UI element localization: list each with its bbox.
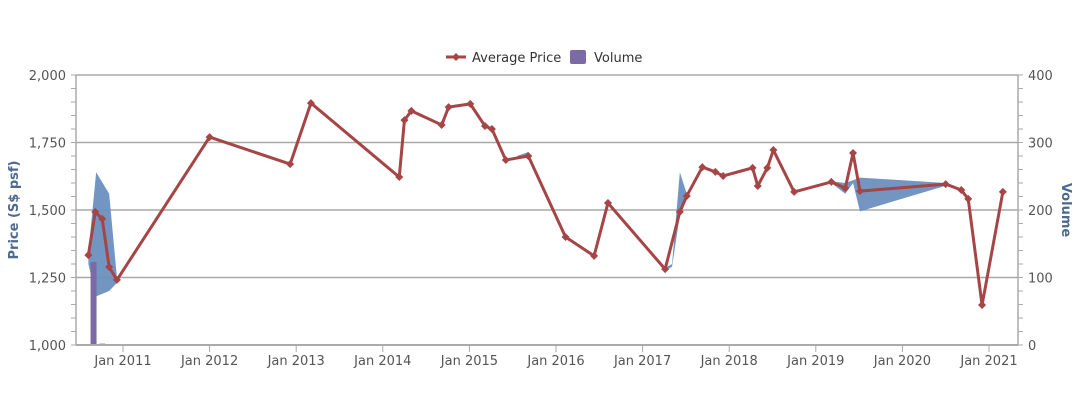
legend-average-price[interactable]: Average Price (472, 51, 561, 66)
y-axis-title: Price (S$ psf) (7, 161, 22, 260)
price-point (407, 106, 416, 115)
price-point (790, 187, 799, 196)
price-point (98, 214, 107, 223)
price-point (769, 146, 778, 155)
price-point (675, 207, 684, 216)
x-tick-label: Jan 2013 (267, 354, 325, 369)
price-point (487, 125, 496, 133)
price-point (827, 177, 836, 186)
price-point (841, 184, 850, 193)
x-tick-label: Jan 2011 (93, 354, 151, 369)
y2-tick-label: 300 (1028, 137, 1053, 152)
price-point (711, 167, 720, 176)
price-point (91, 207, 100, 216)
x-tick-label: Jan 2018 (700, 354, 758, 369)
price-point (719, 171, 728, 180)
price-point (480, 122, 489, 131)
volume-bar (90, 261, 97, 345)
legend[interactable]: Average Price Volume (446, 50, 642, 66)
price-point (84, 251, 93, 260)
price-point (957, 186, 966, 195)
price-point (400, 116, 409, 125)
price-point (753, 181, 762, 190)
price-point (395, 173, 404, 182)
y2-tick-label: 400 (1028, 69, 1053, 84)
price-point (205, 133, 214, 142)
y-tick-label: 1,250 (29, 272, 66, 287)
y2-tick-label: 100 (1028, 272, 1053, 287)
y-tick-label: 2,000 (29, 69, 66, 84)
price-point (501, 156, 510, 165)
x-tick-label: Jan 2017 (613, 354, 671, 369)
price-point (437, 120, 446, 129)
price-point (444, 103, 453, 112)
y-tick-label: 1,000 (29, 339, 66, 354)
price-point (849, 149, 858, 158)
price-point (998, 187, 1007, 196)
legend-price-marker (452, 53, 460, 61)
x-tick-label: Jan 2019 (786, 354, 844, 369)
y-tick-label: 1,750 (29, 137, 66, 152)
y2-axis-title: Volume (1058, 183, 1073, 238)
legend-volume-swatch (570, 50, 586, 64)
price-point (561, 233, 570, 241)
y-tick-label: 1,500 (29, 204, 66, 219)
price-point (964, 194, 973, 203)
price-point (112, 275, 121, 284)
price-point (698, 163, 707, 172)
x-tick-label: Jan 2014 (353, 354, 411, 369)
price-point (286, 160, 295, 169)
price-point (306, 99, 315, 108)
price-point (524, 152, 533, 160)
price-point (466, 99, 475, 108)
x-tick-label: Jan 2015 (440, 354, 498, 369)
price-point (682, 191, 691, 200)
price-point (763, 163, 772, 172)
price-point (661, 265, 670, 274)
x-tick-label: Jan 2016 (526, 354, 584, 369)
y2-tick-label: 0 (1028, 339, 1036, 354)
price-point (603, 198, 612, 207)
x-tick-label: Jan 2020 (873, 354, 931, 369)
legend-volume[interactable]: Volume (594, 51, 642, 66)
price-point (855, 187, 864, 196)
price-point (590, 251, 599, 260)
x-tick-label: Jan 2021 (959, 354, 1017, 369)
price-point (941, 180, 950, 189)
price-point (105, 262, 114, 271)
price-point (748, 163, 757, 172)
y2-tick-label: 200 (1028, 204, 1053, 219)
x-tick-label: Jan 2012 (180, 354, 238, 369)
price-range-area (831, 177, 946, 212)
price-point (978, 301, 987, 310)
